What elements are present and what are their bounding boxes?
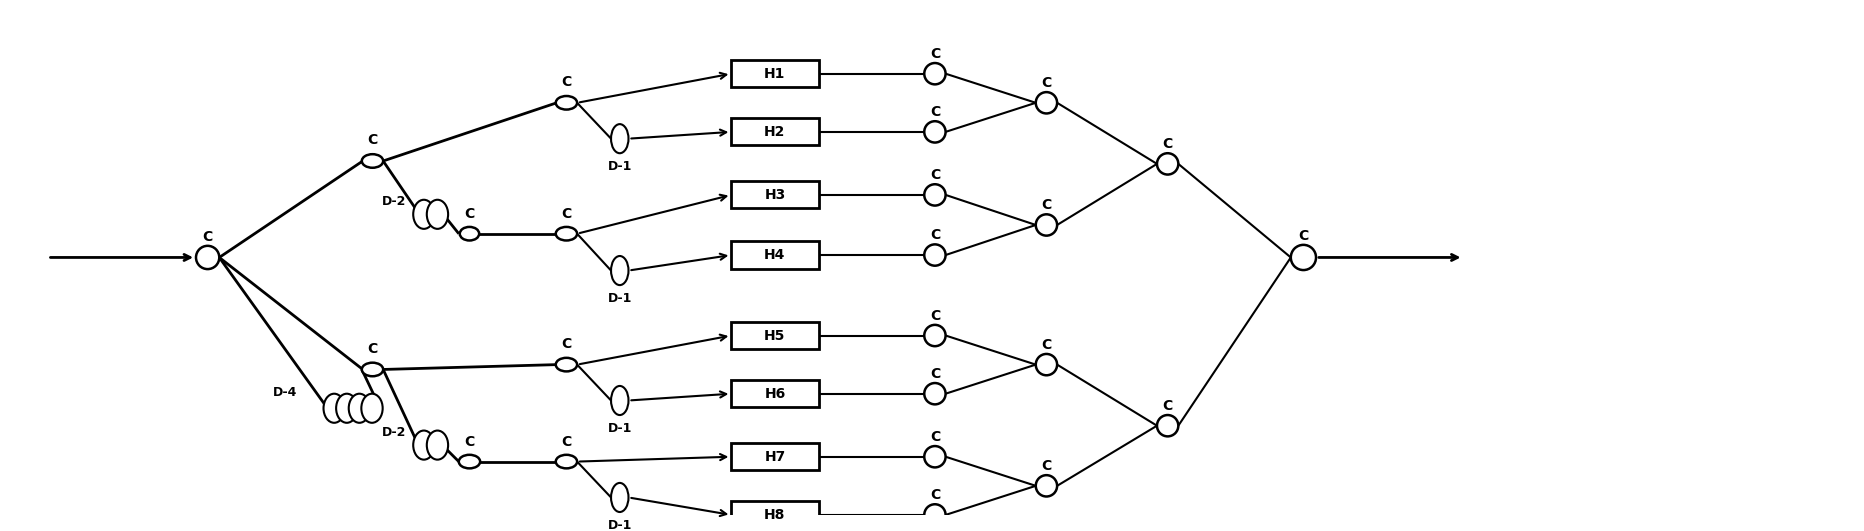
- Ellipse shape: [555, 96, 576, 109]
- Ellipse shape: [427, 431, 447, 460]
- Text: D-1: D-1: [608, 519, 632, 531]
- Circle shape: [925, 121, 945, 142]
- Ellipse shape: [555, 455, 576, 468]
- Bar: [731, 501, 818, 528]
- Text: D-2: D-2: [382, 426, 406, 439]
- Text: C: C: [930, 309, 939, 323]
- Ellipse shape: [336, 393, 358, 423]
- Text: C: C: [1161, 138, 1172, 151]
- Bar: [731, 118, 818, 145]
- Text: D-1: D-1: [608, 292, 632, 305]
- Text: C: C: [930, 430, 939, 444]
- Ellipse shape: [414, 431, 434, 460]
- Ellipse shape: [555, 358, 576, 371]
- Circle shape: [1156, 415, 1178, 436]
- Text: C: C: [1040, 76, 1051, 90]
- Text: C: C: [464, 435, 473, 449]
- Bar: [731, 443, 818, 470]
- Circle shape: [925, 244, 945, 266]
- Circle shape: [925, 383, 945, 405]
- Text: D-1: D-1: [608, 160, 632, 173]
- Text: C: C: [367, 133, 377, 148]
- Bar: [731, 322, 818, 349]
- Text: H8: H8: [764, 508, 785, 522]
- Text: C: C: [561, 75, 570, 89]
- Text: H7: H7: [764, 450, 785, 464]
- Circle shape: [1156, 153, 1178, 175]
- Ellipse shape: [611, 124, 628, 153]
- Circle shape: [925, 184, 945, 205]
- Bar: [731, 60, 818, 87]
- Circle shape: [1035, 92, 1057, 114]
- Text: H3: H3: [764, 188, 785, 202]
- Text: C: C: [464, 207, 473, 221]
- Text: C: C: [203, 230, 212, 244]
- Ellipse shape: [362, 363, 382, 376]
- Text: C: C: [561, 207, 570, 221]
- Bar: [731, 242, 818, 269]
- Text: C: C: [1297, 229, 1309, 243]
- Text: C: C: [561, 337, 570, 351]
- Text: C: C: [930, 47, 939, 61]
- Circle shape: [925, 325, 945, 346]
- Ellipse shape: [362, 393, 382, 423]
- Ellipse shape: [322, 393, 345, 423]
- Circle shape: [1035, 354, 1057, 375]
- Text: D-4: D-4: [272, 386, 296, 399]
- Ellipse shape: [349, 393, 369, 423]
- Circle shape: [196, 246, 220, 269]
- Text: D-1: D-1: [608, 422, 632, 435]
- Bar: [731, 182, 818, 209]
- Text: H1: H1: [764, 67, 785, 81]
- Ellipse shape: [414, 200, 434, 229]
- Ellipse shape: [611, 386, 628, 415]
- Text: C: C: [561, 435, 570, 449]
- Text: C: C: [930, 489, 939, 502]
- Ellipse shape: [362, 154, 382, 168]
- Text: C: C: [1161, 399, 1172, 413]
- Text: C: C: [930, 168, 939, 182]
- Circle shape: [1290, 245, 1316, 270]
- Text: H4: H4: [764, 248, 785, 262]
- Ellipse shape: [611, 256, 628, 285]
- Ellipse shape: [427, 200, 447, 229]
- Text: C: C: [1040, 459, 1051, 473]
- Text: C: C: [930, 367, 939, 381]
- Circle shape: [925, 504, 945, 526]
- Text: C: C: [930, 105, 939, 119]
- Bar: [731, 380, 818, 407]
- Ellipse shape: [460, 227, 479, 241]
- Text: C: C: [930, 228, 939, 243]
- Text: H2: H2: [764, 125, 785, 139]
- Text: C: C: [1040, 199, 1051, 212]
- Ellipse shape: [555, 227, 576, 241]
- Ellipse shape: [459, 455, 479, 468]
- Circle shape: [1035, 215, 1057, 236]
- Ellipse shape: [611, 483, 628, 512]
- Text: D-2: D-2: [382, 195, 406, 209]
- Circle shape: [925, 63, 945, 84]
- Circle shape: [1035, 475, 1057, 496]
- Text: C: C: [367, 342, 377, 356]
- Text: H6: H6: [764, 387, 785, 401]
- Circle shape: [925, 446, 945, 467]
- Text: H5: H5: [764, 329, 785, 342]
- Text: C: C: [1040, 338, 1051, 352]
